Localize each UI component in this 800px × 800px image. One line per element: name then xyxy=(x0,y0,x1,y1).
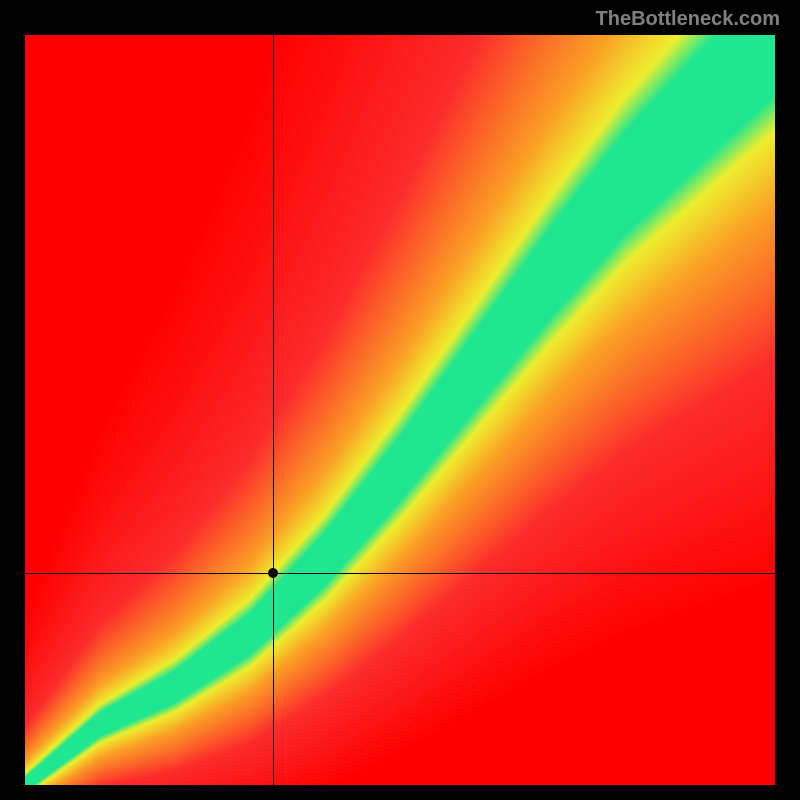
heatmap-canvas xyxy=(25,35,775,785)
crosshair-vertical xyxy=(273,35,274,785)
crosshair-horizontal xyxy=(25,573,775,574)
heatmap-plot xyxy=(25,35,775,785)
watermark-text: TheBottleneck.com xyxy=(596,8,780,31)
data-point-marker xyxy=(268,568,278,578)
